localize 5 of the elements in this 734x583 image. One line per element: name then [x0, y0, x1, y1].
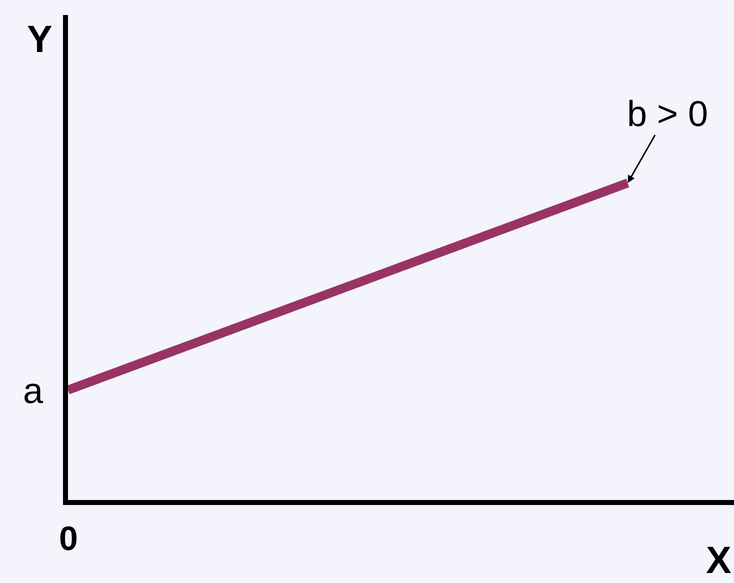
text: 0 [59, 520, 78, 558]
y-axis-title: Y [27, 19, 52, 61]
annotation: a [23, 370, 44, 411]
text: b > 0 [627, 93, 708, 134]
x-axis-title: X [706, 540, 732, 582]
